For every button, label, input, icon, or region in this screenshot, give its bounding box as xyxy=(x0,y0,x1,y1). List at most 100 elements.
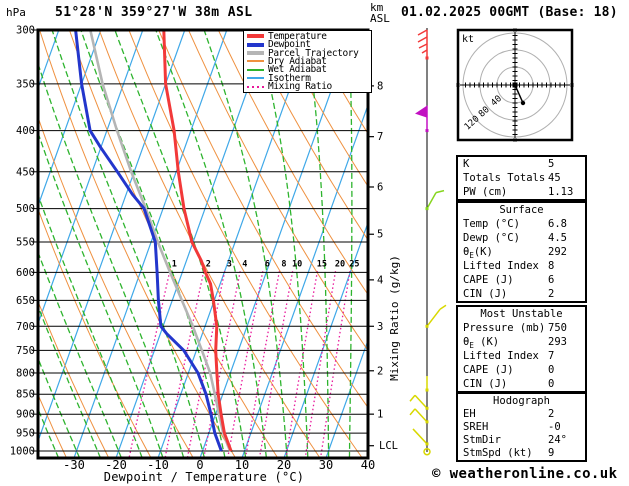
km-tick-label: 1 xyxy=(377,409,383,421)
altitude-unit-km: km xyxy=(370,1,384,14)
page-title: 51°28'N 359°27'W 38m ASL xyxy=(55,5,253,20)
pressure-tick-label: 350 xyxy=(16,78,35,90)
mixing-ratio-axis-title: Mixing Ratio (g/kg) xyxy=(388,255,401,381)
wind-barb-column xyxy=(409,28,447,456)
panel-header: Most Unstable xyxy=(480,308,563,320)
wind-barb-icon xyxy=(425,189,445,211)
wind-barb-icon xyxy=(415,105,429,133)
km-tick-label: 3 xyxy=(377,321,383,333)
x-axis-title: Dewpoint / Temperature (°C) xyxy=(103,470,305,484)
svg-text:6: 6 xyxy=(265,259,270,269)
wind-barb-icon xyxy=(409,408,429,424)
km-tick-label: 5 xyxy=(377,229,383,241)
wind-barb-icon xyxy=(409,394,429,410)
altitude-unit-asl: ASL xyxy=(370,12,390,25)
table-row: θE(K) 292 xyxy=(463,246,567,261)
table-row: StmSpd (kt) 9 xyxy=(463,447,555,459)
table-row: Totals Totals 45 xyxy=(463,172,561,184)
pressure-tick-label: 700 xyxy=(16,321,35,333)
temperature-tick-label: 0 xyxy=(196,458,203,472)
legend-label: Temperature xyxy=(268,30,327,42)
temperature-line xyxy=(162,30,233,452)
legend-label: Wet Adiabat xyxy=(268,64,327,76)
dry-adiabat-swatch xyxy=(247,60,264,63)
pressure-axis-unit: hPa xyxy=(6,6,26,19)
table-row: PW (cm) 1.13 xyxy=(463,186,574,198)
km-tick-label: 2 xyxy=(377,365,383,377)
table-row: Temp (°C) 6.8 xyxy=(463,218,567,230)
table-row: Pressure (mb) 750 xyxy=(463,322,567,334)
km-tick-label: 6 xyxy=(377,181,383,193)
lcl-label: LCL xyxy=(379,440,398,452)
table-row: Lifted Index 7 xyxy=(463,350,555,362)
legend-item-dewpoint: Dewpoint xyxy=(244,39,371,51)
panel-header: Hodograph xyxy=(493,395,550,407)
svg-text:3: 3 xyxy=(227,259,232,269)
pressure-tick-label: 950 xyxy=(16,428,35,440)
pressure-tick-label: 450 xyxy=(16,166,35,178)
table-row: Lifted Index 8 xyxy=(463,260,555,272)
km-tick-label: 8 xyxy=(377,80,383,92)
parcel-line-swatch xyxy=(247,51,264,56)
most-unstable-panel: Most Unstable Pressure (mb) 750 θE (K) 293… xyxy=(456,305,587,393)
svg-text:1: 1 xyxy=(172,259,177,269)
temperature-tick-label: 30 xyxy=(319,458,333,472)
run-datetime: 01.02.2025 00GMT (Base: 18) xyxy=(401,5,618,20)
panel-header: Surface xyxy=(499,204,544,216)
legend-item-wet-adiabat: Wet Adiabat xyxy=(244,64,371,76)
pressure-tick-label: 650 xyxy=(16,295,35,307)
wind-barb-icon xyxy=(417,29,429,60)
svg-text:20: 20 xyxy=(335,259,345,269)
legend-label: Parcel Trajectory xyxy=(268,47,359,59)
axis-labels: 3003504004505005506006507007508008509009… xyxy=(10,25,401,473)
pressure-tick-label: 900 xyxy=(16,409,35,421)
parcel-trajectory-line xyxy=(89,30,232,452)
table-row: CIN (J) 2 xyxy=(463,288,555,300)
legend-item-mixing-ratio: Mixing Ratio xyxy=(244,81,371,93)
dewpoint-line xyxy=(74,30,223,452)
wind-barb-icon xyxy=(412,428,429,446)
wind-barb-icon xyxy=(425,376,429,392)
plot-area: 1 2 3 4 6 8 10 15 20 25 xyxy=(38,30,368,458)
mixing-ratio-labels: 1 2 3 4 6 8 10 15 20 25 xyxy=(172,259,360,269)
temperature-tick-label: 20 xyxy=(277,458,291,472)
wet-adiabat-swatch xyxy=(247,68,264,71)
pressure-tick-label: 800 xyxy=(16,367,35,379)
temperature-tick-label: -20 xyxy=(105,458,127,472)
surface-panel: Surface Temp (°C) 6.8 Dewp (°C) 4.5 θE(K) 2… xyxy=(456,201,587,303)
legend-label: Dry Adiabat xyxy=(268,55,327,67)
legend-label: Mixing Ratio xyxy=(268,81,332,93)
mixing-ratio-swatch xyxy=(247,85,264,88)
svg-text:8: 8 xyxy=(281,259,286,269)
isotherm-swatch xyxy=(247,77,264,80)
altitude-axis-unit: km ASL xyxy=(370,2,390,24)
legend-label: Dewpoint xyxy=(268,39,311,51)
hodograph-unit-label: kt xyxy=(462,34,474,45)
legend-item-isotherm: Isotherm xyxy=(244,72,371,84)
svg-text:25: 25 xyxy=(349,259,359,269)
temperature-line-swatch xyxy=(247,34,264,39)
temperature-tick-label: 40 xyxy=(361,458,375,472)
plot-border xyxy=(36,28,370,460)
table-row: CIN (J) 0 xyxy=(463,378,555,390)
legend-item-parcel: Parcel Trajectory xyxy=(244,47,371,59)
table-row: EH 2 xyxy=(463,408,555,420)
legend-label: Isotherm xyxy=(268,72,311,84)
svg-text:10: 10 xyxy=(292,259,302,269)
dewpoint-line-swatch xyxy=(247,42,264,47)
temperature-tick-label: 10 xyxy=(235,458,249,472)
km-tick-label: 7 xyxy=(377,131,383,143)
table-row: θE (K) 293 xyxy=(463,336,567,351)
wind-barb-icon xyxy=(425,304,447,328)
km-tick-label: 4 xyxy=(377,274,383,286)
table-row: StmDir 24° xyxy=(463,434,567,446)
legend: Temperature Dewpoint Parcel Trajectory D… xyxy=(243,30,372,93)
temperature-tick-label: -10 xyxy=(147,458,169,472)
pressure-tick-label: 750 xyxy=(16,345,35,357)
svg-text:4: 4 xyxy=(242,259,247,269)
hodograph-stats-panel: Hodograph EH 2 SREH -0 StmDir 24° StmSpd (k… xyxy=(456,392,587,462)
